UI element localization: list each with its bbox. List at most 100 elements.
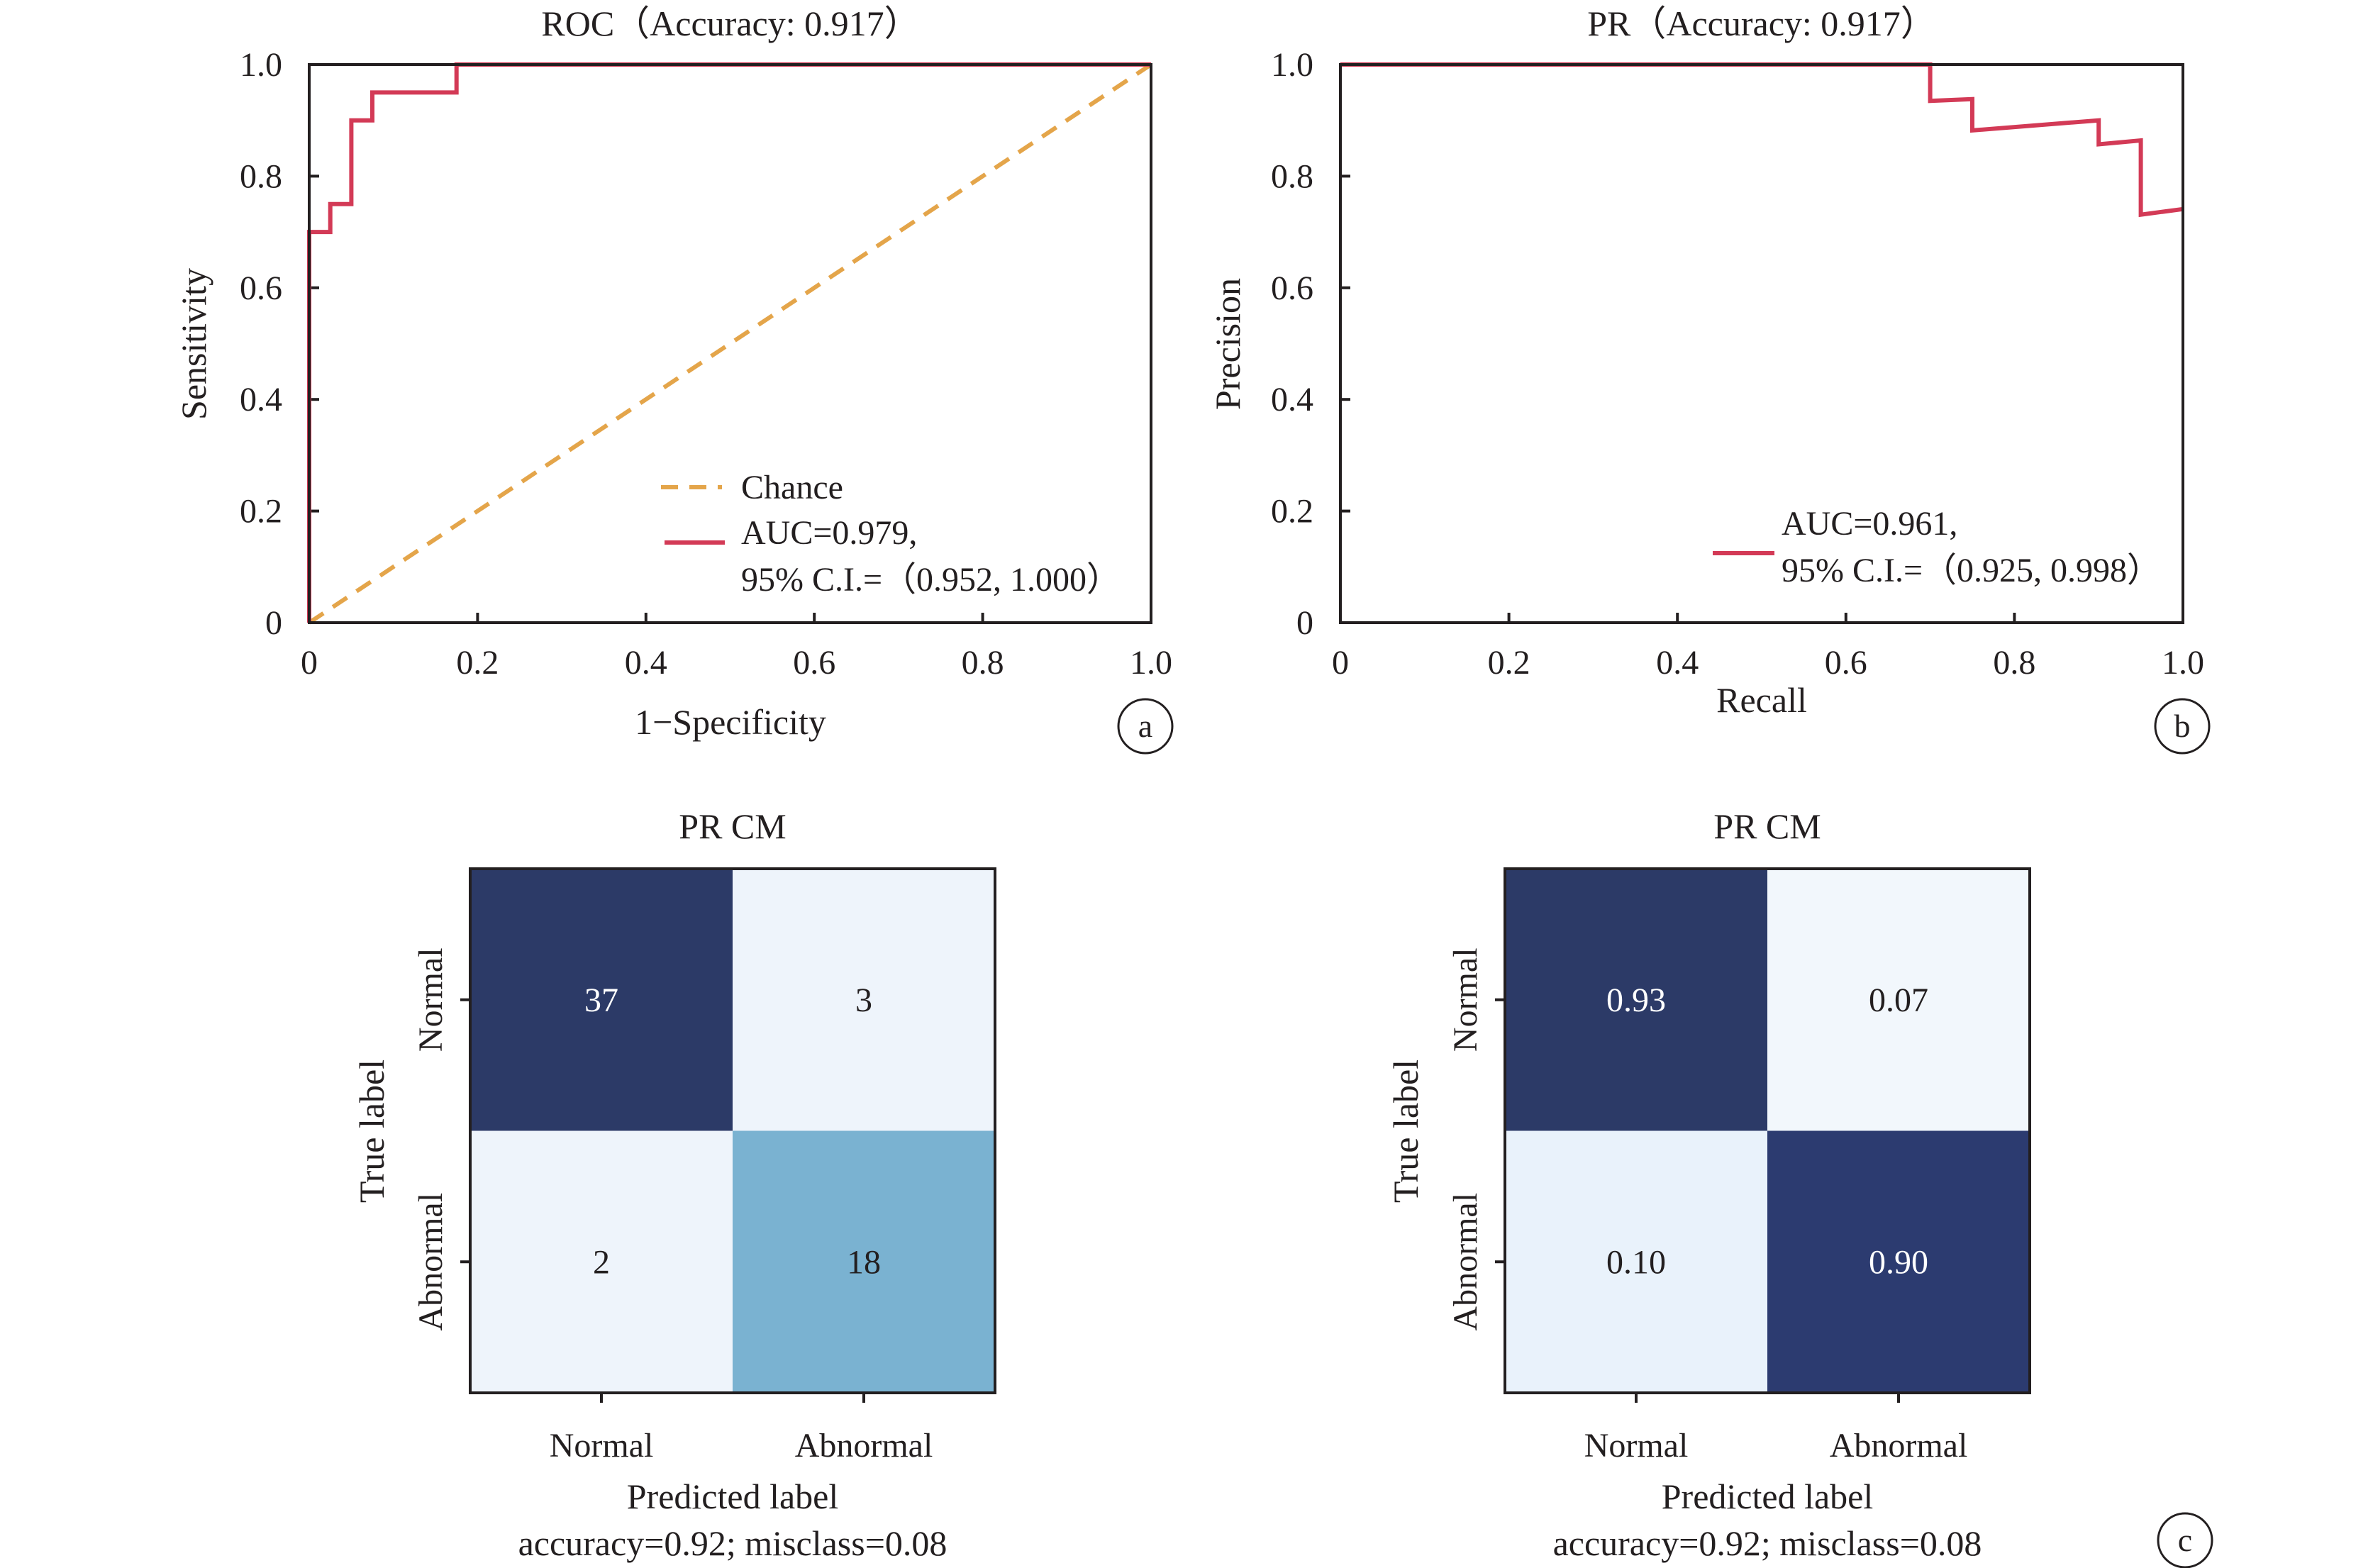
roc-x-tick-label: 1.0 bbox=[1130, 644, 1172, 682]
cm-counts-x-tick-label: Normal bbox=[550, 1427, 654, 1464]
roc-y-tick-label: 0.8 bbox=[240, 157, 282, 195]
roc-title: ROC（Accuracy: 0.917） bbox=[541, 4, 919, 43]
roc-x-tick-label: 0.4 bbox=[625, 644, 667, 682]
cm-normalized-panel: PR CM 0.93 0.070.10 0.90 Normal AbnormalNor… bbox=[1386, 806, 2213, 1568]
roc-x-tick-label: 0.6 bbox=[793, 644, 835, 682]
cm-counts-ticks: Normal Abnormal Normal Abnormal bbox=[412, 947, 933, 1464]
roc-y-tick-label: 0 bbox=[265, 604, 282, 642]
cm-normalized-cell-value: 0.07 bbox=[1869, 982, 1928, 1019]
roc-series bbox=[307, 62, 1152, 625]
pr-legend: AUC=0.961, 95% C.I.=（0.925, 0.998） bbox=[1713, 505, 2161, 589]
panel-letter-a: a bbox=[1117, 698, 1174, 755]
panel-letter-a-circle bbox=[1117, 698, 1174, 755]
roc-y-tick-label: 0.6 bbox=[240, 269, 282, 307]
panel-letter-b-circle bbox=[2154, 698, 2211, 755]
pr-title: PR（Accuracy: 0.917） bbox=[1587, 4, 1936, 43]
cm-counts-x-tick-label: Abnormal bbox=[795, 1427, 933, 1464]
cm-counts-cell bbox=[470, 1130, 733, 1394]
cm-normalized-frame bbox=[1504, 867, 2031, 1394]
cm-normalized-cell-value: 0.10 bbox=[1606, 1243, 1666, 1281]
cm-normalized-cell bbox=[1767, 869, 2030, 1131]
pr-y-axis-title: Precision bbox=[1208, 278, 1247, 410]
panel-letter-c: c bbox=[2157, 1512, 2213, 1568]
pr-legend-ci-label: 95% C.I.=（0.925, 0.998） bbox=[1782, 552, 2161, 589]
cm-normalized-y-axis-title: True label bbox=[1386, 1060, 1426, 1203]
pr-x-tick-label: 0.4 bbox=[1656, 644, 1699, 682]
roc-x-tick-label: 0.8 bbox=[962, 644, 1004, 682]
roc-legend-chance-label: Chance bbox=[741, 469, 843, 506]
roc-series-curve-line bbox=[307, 62, 1151, 623]
cm-normalized-cell bbox=[1767, 1130, 2030, 1394]
cm-counts-cell bbox=[733, 869, 996, 1131]
pr-axes-frame bbox=[1339, 63, 2184, 624]
pr-series bbox=[1340, 62, 2184, 218]
panel-letter-a-text: a bbox=[1138, 708, 1152, 744]
cm-normalized-cell-value: 0.93 bbox=[1606, 982, 1666, 1019]
roc-y-axis-title: Sensitivity bbox=[174, 268, 213, 420]
roc-y-tick-label: 0.2 bbox=[240, 493, 282, 530]
panel-letter-b: b bbox=[2154, 698, 2211, 755]
roc-axes-frame bbox=[308, 63, 1152, 624]
panel-letter-c-text: c bbox=[2178, 1522, 2192, 1558]
cm-counts-cell bbox=[733, 1130, 996, 1394]
roc-x-tick-label: 0.2 bbox=[456, 644, 499, 682]
pr-x-ticks: 0 0.2 0.4 0.6 0.8 1.0 bbox=[1332, 613, 2204, 682]
pr-y-tick-label: 0.6 bbox=[1271, 269, 1313, 307]
cm-counts-cell-value: 3 bbox=[855, 982, 872, 1019]
cm-counts-y-axis-title: True label bbox=[352, 1060, 391, 1203]
cm-normalized-cells: 0.93 0.07 0.10 0.90 bbox=[1505, 869, 2030, 1394]
cm-counts-title: PR CM bbox=[679, 806, 786, 846]
cm-normalized-x-tick-label: Abnormal bbox=[1830, 1427, 1968, 1464]
pr-x-tick-label: 0.8 bbox=[1993, 644, 2035, 682]
roc-y-tick-label: 0.4 bbox=[240, 381, 282, 418]
cm-counts-y-tick-label: Normal bbox=[412, 947, 450, 1052]
cm-counts-frame bbox=[469, 867, 996, 1394]
cm-normalized-cell bbox=[1505, 869, 1768, 1131]
roc-x-tick-label: 0 bbox=[301, 644, 318, 682]
roc-panel: ROC（Accuracy: 0.917） 0 0.2 0.4 0.6 0.8 1.0 00… bbox=[174, 4, 1174, 755]
pr-x-axis-title: Recall bbox=[1716, 680, 1807, 720]
roc-y-ticks: 0 0.2 0.4 0.6 0.8 1.0 bbox=[240, 46, 319, 642]
cm-counts-cells: 37 3 2 18 bbox=[470, 869, 996, 1394]
roc-legend-auc-label: AUC=0.979, bbox=[741, 514, 917, 552]
roc-series-chance-line bbox=[308, 62, 1152, 625]
pr-y-tick-label: 0 bbox=[1296, 604, 1313, 642]
roc-x-axis-title: 1−Specificity bbox=[635, 702, 826, 742]
panel-letter-c-circle bbox=[2157, 1512, 2213, 1568]
cm-normalized-cell-value: 0.90 bbox=[1869, 1243, 1928, 1281]
pr-x-tick-label: 0.6 bbox=[1825, 644, 1867, 682]
cm-counts-x-axis-title: Predicted label bbox=[627, 1477, 839, 1516]
pr-panel: PR（Accuracy: 0.917） 0 0.2 0.4 0.6 0.8 1.0 0 0.… bbox=[1208, 4, 2211, 755]
pr-series-curve-line bbox=[1340, 62, 2184, 218]
cm-normalized-footer: accuracy=0.92; misclass=0.08 bbox=[1553, 1523, 1982, 1563]
cm-counts-cell bbox=[470, 869, 733, 1131]
pr-x-tick-label: 0.2 bbox=[1488, 644, 1530, 682]
pr-x-tick-label: 1.0 bbox=[2162, 644, 2204, 682]
cm-counts-footer: accuracy=0.92; misclass=0.08 bbox=[518, 1523, 947, 1563]
roc-x-ticks: 0 0.2 0.4 0.6 0.8 1.0 bbox=[301, 613, 1172, 682]
pr-x-tick-label: 0 bbox=[1332, 644, 1349, 682]
pr-y-tick-label: 0.8 bbox=[1271, 157, 1313, 195]
pr-y-tick-label: 0.2 bbox=[1271, 493, 1313, 530]
roc-legend-ci-label: 95% C.I.=（0.952, 1.000） bbox=[741, 561, 1121, 599]
pr-y-tick-label: 0.4 bbox=[1271, 381, 1313, 418]
cm-normalized-title: PR CM bbox=[1713, 806, 1821, 846]
cm-normalized-x-tick-label: Normal bbox=[1584, 1427, 1689, 1464]
roc-y-tick-label: 1.0 bbox=[240, 46, 282, 84]
cm-counts-cell-value: 2 bbox=[593, 1243, 610, 1281]
cm-counts-cell-value: 37 bbox=[584, 982, 618, 1019]
pr-y-ticks: 0 0.2 0.4 0.6 0.8 1.0 bbox=[1271, 46, 1350, 642]
pr-y-tick-label: 1.0 bbox=[1271, 46, 1313, 84]
cm-normalized-ticks: Normal Abnormal Normal Abnormal bbox=[1447, 947, 1967, 1464]
panel-letter-b-text: b bbox=[2174, 708, 2191, 744]
roc-legend: Chance AUC=0.979, 95% C.I.=（0.952, 1.000… bbox=[661, 469, 1121, 599]
cm-counts-cell-value: 18 bbox=[847, 1243, 881, 1281]
cm-normalized-y-tick-label: Normal bbox=[1447, 947, 1484, 1052]
cm-normalized-cell bbox=[1505, 1130, 1768, 1394]
cm-counts-y-tick-label: Abnormal bbox=[412, 1193, 450, 1331]
cm-normalized-x-axis-title: Predicted label bbox=[1662, 1477, 1874, 1516]
cm-normalized-y-tick-label: Abnormal bbox=[1447, 1193, 1484, 1331]
pr-legend-auc-label: AUC=0.961, bbox=[1782, 505, 1957, 543]
cm-counts-panel: PR CM 37 3 2 18 Normal Abnormal Normal Abnorma… bbox=[352, 806, 996, 1563]
